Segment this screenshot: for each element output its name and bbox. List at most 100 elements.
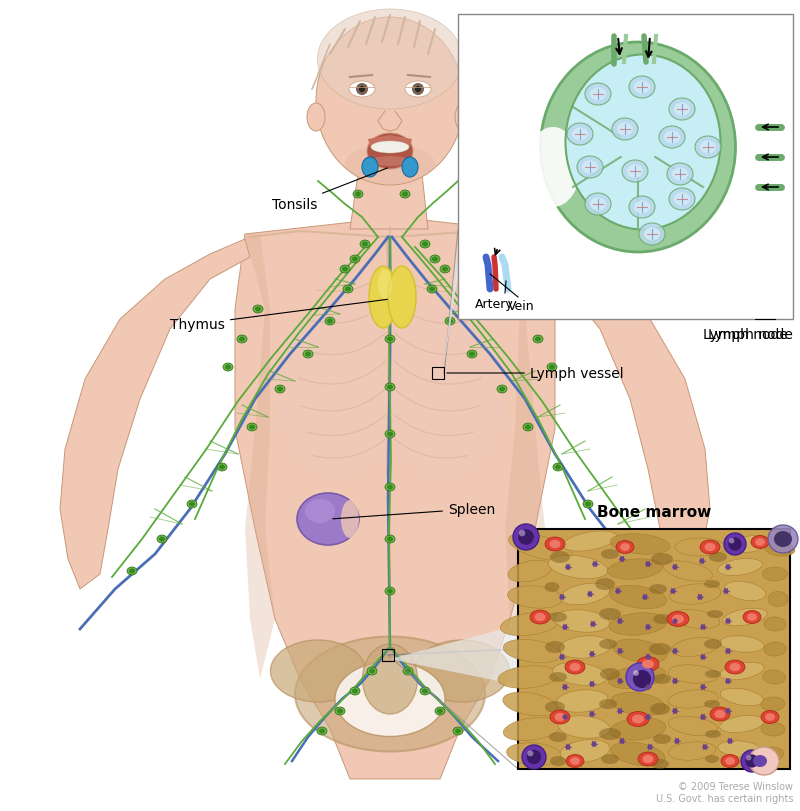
Ellipse shape xyxy=(582,161,598,174)
Circle shape xyxy=(723,589,729,594)
Ellipse shape xyxy=(352,257,358,262)
Ellipse shape xyxy=(550,710,570,724)
Ellipse shape xyxy=(704,700,720,708)
Ellipse shape xyxy=(741,750,763,772)
Ellipse shape xyxy=(608,666,666,689)
Ellipse shape xyxy=(705,730,721,738)
Ellipse shape xyxy=(764,617,786,631)
Ellipse shape xyxy=(519,307,525,312)
Ellipse shape xyxy=(429,287,435,292)
Ellipse shape xyxy=(369,669,375,674)
Ellipse shape xyxy=(761,747,783,761)
Ellipse shape xyxy=(387,432,393,437)
Ellipse shape xyxy=(367,667,377,676)
Circle shape xyxy=(412,84,424,96)
Ellipse shape xyxy=(667,164,693,186)
Circle shape xyxy=(618,679,622,684)
Ellipse shape xyxy=(506,743,562,766)
Ellipse shape xyxy=(345,287,351,292)
Ellipse shape xyxy=(519,530,526,537)
Ellipse shape xyxy=(710,707,730,721)
Circle shape xyxy=(590,711,594,717)
Ellipse shape xyxy=(549,365,555,370)
Ellipse shape xyxy=(721,754,739,767)
Ellipse shape xyxy=(187,500,197,508)
Circle shape xyxy=(699,559,705,564)
Ellipse shape xyxy=(590,88,606,101)
Ellipse shape xyxy=(720,715,764,732)
Ellipse shape xyxy=(343,285,353,294)
Ellipse shape xyxy=(455,728,461,734)
Ellipse shape xyxy=(668,742,716,760)
Ellipse shape xyxy=(341,500,359,539)
Ellipse shape xyxy=(653,674,671,684)
Ellipse shape xyxy=(362,158,378,178)
Ellipse shape xyxy=(644,228,660,241)
Ellipse shape xyxy=(570,757,580,765)
Polygon shape xyxy=(245,234,275,679)
Ellipse shape xyxy=(674,193,690,206)
Ellipse shape xyxy=(626,663,654,691)
Ellipse shape xyxy=(650,703,670,715)
Ellipse shape xyxy=(223,363,233,371)
Ellipse shape xyxy=(674,103,690,116)
Circle shape xyxy=(619,557,625,562)
Ellipse shape xyxy=(755,539,765,547)
Ellipse shape xyxy=(270,640,366,702)
Ellipse shape xyxy=(659,127,685,148)
Circle shape xyxy=(590,622,595,627)
Ellipse shape xyxy=(556,690,608,712)
Ellipse shape xyxy=(610,534,670,555)
Circle shape xyxy=(701,714,706,719)
Ellipse shape xyxy=(746,754,758,768)
Ellipse shape xyxy=(725,660,745,674)
Ellipse shape xyxy=(518,530,534,545)
Circle shape xyxy=(566,744,570,749)
Ellipse shape xyxy=(638,752,658,766)
Polygon shape xyxy=(390,625,518,685)
Ellipse shape xyxy=(350,687,360,695)
Circle shape xyxy=(702,744,707,749)
Ellipse shape xyxy=(610,693,666,715)
Ellipse shape xyxy=(517,306,527,314)
Circle shape xyxy=(673,619,678,624)
Ellipse shape xyxy=(453,727,463,735)
Ellipse shape xyxy=(355,192,361,197)
Circle shape xyxy=(670,589,675,594)
Circle shape xyxy=(701,624,706,629)
Ellipse shape xyxy=(526,750,542,764)
Ellipse shape xyxy=(616,541,634,554)
Ellipse shape xyxy=(566,754,584,767)
Ellipse shape xyxy=(467,350,477,358)
Ellipse shape xyxy=(319,728,325,734)
Ellipse shape xyxy=(420,241,430,249)
Ellipse shape xyxy=(768,592,788,607)
Ellipse shape xyxy=(643,568,653,575)
Ellipse shape xyxy=(507,586,562,608)
Circle shape xyxy=(673,709,678,714)
Ellipse shape xyxy=(340,266,350,273)
Circle shape xyxy=(415,87,421,93)
Circle shape xyxy=(726,679,730,684)
Ellipse shape xyxy=(762,568,787,581)
Ellipse shape xyxy=(127,568,137,575)
Ellipse shape xyxy=(225,365,231,370)
Polygon shape xyxy=(505,234,545,679)
Circle shape xyxy=(356,84,368,96)
Ellipse shape xyxy=(649,643,671,655)
Ellipse shape xyxy=(414,640,510,702)
Text: Vein: Vein xyxy=(508,299,534,312)
Ellipse shape xyxy=(385,290,395,298)
Ellipse shape xyxy=(469,352,475,357)
Ellipse shape xyxy=(761,710,779,723)
Ellipse shape xyxy=(550,551,570,564)
Ellipse shape xyxy=(403,667,413,676)
Ellipse shape xyxy=(633,670,651,689)
Ellipse shape xyxy=(522,745,546,769)
Ellipse shape xyxy=(669,584,721,604)
Ellipse shape xyxy=(632,714,644,723)
Ellipse shape xyxy=(746,755,751,761)
Ellipse shape xyxy=(367,134,413,169)
Ellipse shape xyxy=(765,713,775,721)
Circle shape xyxy=(727,739,733,744)
